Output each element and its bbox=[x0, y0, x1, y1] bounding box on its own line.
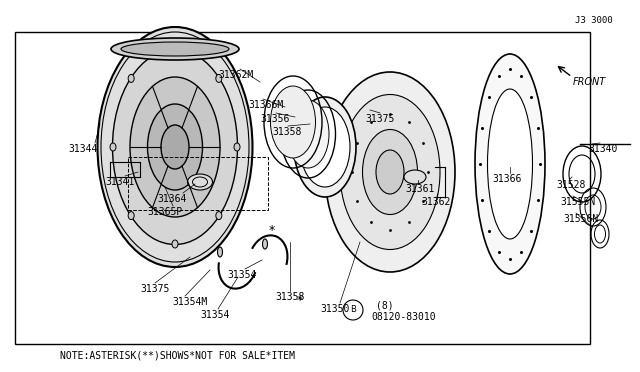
Ellipse shape bbox=[128, 212, 134, 219]
Text: 31375: 31375 bbox=[365, 114, 394, 124]
Ellipse shape bbox=[121, 42, 229, 56]
Text: 31361: 31361 bbox=[405, 184, 435, 194]
Ellipse shape bbox=[111, 38, 239, 60]
Text: 31364: 31364 bbox=[157, 194, 186, 204]
Text: 31354: 31354 bbox=[227, 270, 257, 280]
Ellipse shape bbox=[271, 86, 316, 158]
Ellipse shape bbox=[216, 212, 222, 219]
Ellipse shape bbox=[161, 125, 189, 169]
Ellipse shape bbox=[218, 247, 223, 257]
Ellipse shape bbox=[475, 54, 545, 274]
Text: 31341: 31341 bbox=[105, 177, 134, 187]
Text: NOTE:ASTERISK(**)SHOWS*NOT FOR SALE*ITEM: NOTE:ASTERISK(**)SHOWS*NOT FOR SALE*ITEM bbox=[60, 350, 295, 360]
Text: 31375: 31375 bbox=[140, 284, 170, 294]
Ellipse shape bbox=[113, 49, 237, 244]
Text: 31362M: 31362M bbox=[218, 70, 253, 80]
Ellipse shape bbox=[325, 72, 455, 272]
Text: 31354M: 31354M bbox=[172, 297, 207, 307]
Text: 31358: 31358 bbox=[275, 292, 305, 302]
Text: 31358: 31358 bbox=[272, 127, 301, 137]
Text: 31365P: 31365P bbox=[147, 207, 182, 217]
Ellipse shape bbox=[488, 89, 532, 239]
Ellipse shape bbox=[130, 77, 220, 217]
Ellipse shape bbox=[362, 129, 417, 215]
Text: 31344: 31344 bbox=[68, 144, 97, 154]
Ellipse shape bbox=[97, 27, 253, 267]
Ellipse shape bbox=[147, 104, 202, 190]
Text: J3 3000: J3 3000 bbox=[575, 16, 612, 25]
Text: (8): (8) bbox=[376, 300, 394, 310]
Ellipse shape bbox=[404, 170, 426, 184]
Text: 31350: 31350 bbox=[320, 304, 349, 314]
Text: *: * bbox=[269, 224, 275, 237]
Ellipse shape bbox=[110, 143, 116, 151]
Text: 31354: 31354 bbox=[200, 310, 229, 320]
Text: 31366: 31366 bbox=[492, 174, 522, 184]
Text: 08120-83010: 08120-83010 bbox=[371, 312, 436, 322]
Ellipse shape bbox=[128, 74, 134, 83]
Text: FRONT: FRONT bbox=[573, 77, 606, 87]
Text: B: B bbox=[350, 305, 356, 314]
Text: 31528: 31528 bbox=[556, 180, 586, 190]
Text: 31362: 31362 bbox=[421, 197, 451, 207]
Ellipse shape bbox=[172, 240, 178, 248]
Text: 31555N: 31555N bbox=[560, 197, 595, 207]
Ellipse shape bbox=[294, 97, 356, 197]
Ellipse shape bbox=[172, 46, 178, 54]
Text: 31340: 31340 bbox=[588, 144, 618, 154]
Ellipse shape bbox=[234, 143, 240, 151]
Text: *: * bbox=[297, 294, 303, 307]
Text: 31366M: 31366M bbox=[248, 100, 284, 110]
Ellipse shape bbox=[287, 100, 329, 168]
Text: 31356: 31356 bbox=[260, 114, 289, 124]
Ellipse shape bbox=[340, 94, 440, 250]
Ellipse shape bbox=[262, 239, 268, 249]
Ellipse shape bbox=[376, 150, 404, 194]
Ellipse shape bbox=[216, 74, 222, 83]
Ellipse shape bbox=[188, 174, 212, 190]
Text: 31556N: 31556N bbox=[563, 214, 598, 224]
Ellipse shape bbox=[300, 107, 350, 187]
